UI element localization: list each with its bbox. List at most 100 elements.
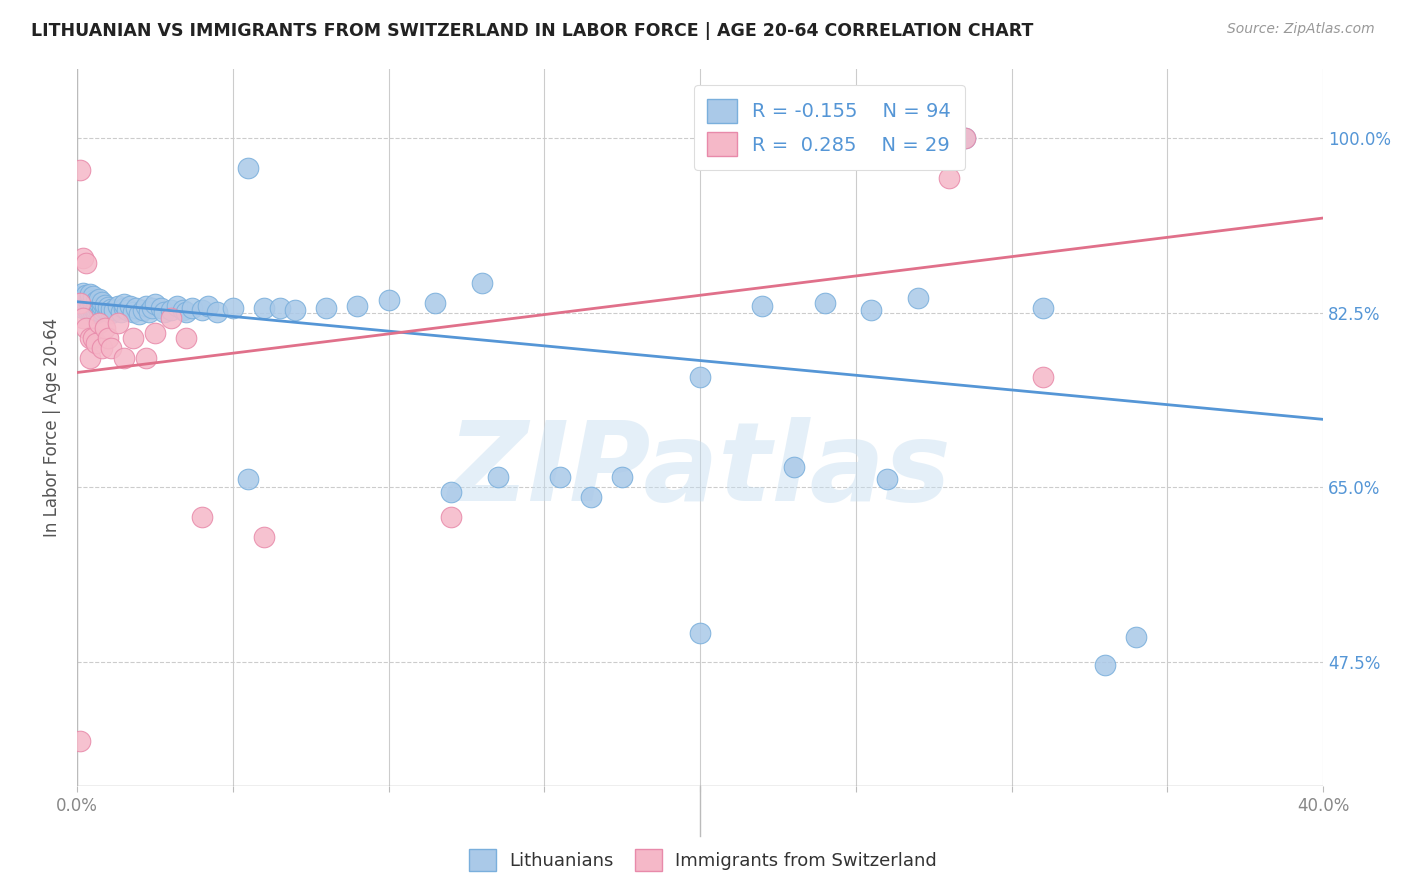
Point: [107, 316, 129, 330]
Point: [782, 460, 804, 475]
Point: [953, 131, 976, 145]
Point: [471, 276, 494, 290]
Point: [75, 291, 97, 305]
Point: [75, 320, 97, 334]
Point: [174, 304, 197, 318]
Point: [97, 300, 120, 314]
Point: [166, 299, 188, 313]
Point: [72, 301, 94, 315]
Text: Source: ZipAtlas.com: Source: ZipAtlas.com: [1227, 22, 1375, 37]
Point: [112, 297, 135, 311]
Point: [82, 331, 104, 345]
Point: [1125, 630, 1147, 644]
Point: [72, 310, 94, 325]
Y-axis label: In Labor Force | Age 20-64: In Labor Force | Age 20-64: [44, 318, 60, 537]
Point: [91, 341, 114, 355]
Point: [69, 295, 91, 310]
Point: [953, 131, 976, 145]
Point: [135, 299, 157, 313]
Point: [153, 304, 176, 318]
Point: [72, 285, 94, 300]
Point: [238, 161, 260, 176]
Point: [222, 301, 245, 315]
Text: ZIPatlas: ZIPatlas: [449, 417, 952, 524]
Point: [1032, 370, 1054, 384]
Point: [84, 298, 107, 312]
Point: [112, 351, 135, 365]
Point: [907, 131, 929, 145]
Point: [159, 302, 181, 317]
Point: [79, 299, 101, 313]
Legend: Lithuanians, Immigrants from Switzerland: Lithuanians, Immigrants from Switzerland: [463, 842, 943, 879]
Point: [79, 286, 101, 301]
Point: [82, 297, 104, 311]
Point: [860, 302, 883, 317]
Point: [100, 301, 122, 316]
Point: [100, 306, 122, 320]
Point: [579, 490, 602, 504]
Point: [100, 341, 122, 355]
Point: [128, 307, 150, 321]
Point: [91, 299, 114, 313]
Point: [612, 470, 634, 484]
Point: [69, 293, 91, 307]
Point: [75, 301, 97, 315]
Point: [814, 295, 837, 310]
Point: [425, 295, 447, 310]
Point: [122, 331, 145, 345]
Point: [269, 301, 291, 315]
Point: [79, 294, 101, 309]
Point: [131, 302, 153, 317]
Point: [87, 300, 110, 314]
Point: [181, 301, 204, 315]
Point: [87, 316, 110, 330]
Point: [84, 335, 107, 350]
Point: [69, 289, 91, 303]
Point: [253, 301, 276, 315]
Point: [72, 289, 94, 303]
Point: [1032, 301, 1054, 315]
Text: LITHUANIAN VS IMMIGRANTS FROM SWITZERLAND IN LABOR FORCE | AGE 20-64 CORRELATION: LITHUANIAN VS IMMIGRANTS FROM SWITZERLAN…: [31, 22, 1033, 40]
Point: [97, 331, 120, 345]
Point: [75, 298, 97, 312]
Point: [79, 302, 101, 317]
Point: [69, 163, 91, 178]
Point: [107, 299, 129, 313]
Point: [689, 370, 711, 384]
Point: [486, 470, 509, 484]
Point: [82, 304, 104, 318]
Point: [1094, 657, 1116, 672]
Point: [150, 301, 173, 315]
Point: [79, 351, 101, 365]
Point: [876, 472, 898, 486]
Point: [197, 299, 219, 313]
Point: [75, 294, 97, 309]
Point: [94, 301, 117, 316]
Point: [72, 251, 94, 265]
Point: [72, 293, 94, 307]
Point: [97, 303, 120, 318]
Point: [548, 470, 571, 484]
Point: [82, 289, 104, 303]
Point: [69, 295, 91, 310]
Point: [82, 301, 104, 315]
Point: [87, 303, 110, 318]
Point: [87, 295, 110, 310]
Point: [159, 310, 181, 325]
Point: [82, 293, 104, 307]
Point: [377, 293, 399, 307]
Point: [138, 304, 160, 318]
Point: [75, 287, 97, 301]
Point: [751, 299, 773, 313]
Point: [91, 294, 114, 309]
Point: [174, 331, 197, 345]
Point: [190, 302, 212, 317]
Point: [143, 326, 166, 340]
Point: [84, 293, 107, 308]
Point: [87, 292, 110, 306]
Point: [79, 331, 101, 345]
Point: [94, 298, 117, 312]
Point: [118, 299, 141, 313]
Point: [75, 256, 97, 270]
Point: [125, 301, 148, 315]
